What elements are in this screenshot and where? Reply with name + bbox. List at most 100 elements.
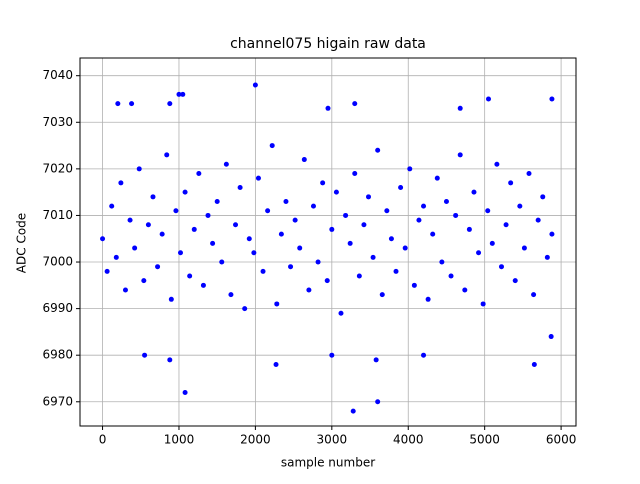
- point: [508, 180, 514, 186]
- y-tick-label: 7000: [42, 255, 73, 269]
- y-tick-label: 7020: [42, 161, 73, 175]
- x-tick-label: 0: [99, 433, 107, 447]
- x-tick-label: 1000: [164, 433, 195, 447]
- point: [132, 245, 138, 251]
- x-tick-label: 6000: [546, 433, 577, 447]
- point: [122, 287, 128, 293]
- point: [260, 268, 266, 274]
- point: [375, 399, 381, 405]
- x-tick-label: 5000: [469, 433, 500, 447]
- point: [196, 171, 202, 177]
- point: [173, 208, 179, 214]
- point: [512, 278, 518, 284]
- point: [278, 231, 284, 237]
- point: [182, 189, 188, 195]
- point: [388, 236, 394, 242]
- point: [292, 217, 298, 223]
- point: [223, 161, 229, 167]
- point: [489, 240, 495, 246]
- chart-title: channel075 higain raw data: [230, 36, 426, 52]
- point: [115, 101, 121, 107]
- point: [498, 264, 504, 270]
- point: [425, 296, 431, 302]
- point: [356, 273, 362, 279]
- y-tick-label: 7040: [42, 68, 73, 82]
- point: [544, 254, 550, 260]
- point: [242, 306, 248, 312]
- point: [370, 254, 376, 260]
- point: [251, 250, 257, 256]
- point: [375, 147, 381, 153]
- point: [352, 101, 358, 107]
- point: [182, 389, 188, 395]
- point: [384, 208, 390, 214]
- y-tick-label: 7010: [42, 208, 73, 222]
- point: [187, 273, 193, 279]
- point: [485, 208, 491, 214]
- point: [274, 301, 280, 307]
- point: [155, 264, 161, 270]
- point: [200, 282, 206, 288]
- point: [503, 222, 509, 228]
- point: [457, 105, 463, 111]
- point: [549, 96, 555, 102]
- point: [109, 203, 115, 209]
- point: [252, 82, 258, 88]
- point: [297, 245, 303, 251]
- point: [471, 189, 477, 195]
- point: [549, 231, 555, 237]
- point: [373, 357, 379, 363]
- point: [177, 250, 183, 256]
- y-tick-label: 7030: [42, 115, 73, 129]
- point: [430, 231, 436, 237]
- point: [329, 226, 335, 232]
- point: [176, 91, 182, 97]
- point: [233, 222, 239, 228]
- point: [191, 226, 197, 232]
- x-tick-label: 2000: [240, 433, 271, 447]
- point: [347, 240, 353, 246]
- point: [129, 101, 135, 107]
- point: [343, 212, 349, 218]
- point: [113, 254, 119, 260]
- point: [462, 287, 468, 293]
- point: [301, 157, 307, 163]
- point: [517, 203, 523, 209]
- point: [366, 194, 372, 200]
- point: [283, 198, 289, 204]
- point: [333, 189, 339, 195]
- y-axis-label: ADC Code: [15, 213, 29, 273]
- x-tick-label: 4000: [393, 433, 424, 447]
- point: [320, 180, 326, 186]
- point: [526, 171, 532, 177]
- point: [159, 231, 165, 237]
- point: [398, 184, 404, 190]
- point: [439, 259, 445, 265]
- point: [480, 301, 486, 307]
- point: [324, 278, 330, 284]
- point: [325, 105, 331, 111]
- point: [255, 175, 261, 181]
- point: [164, 152, 170, 158]
- point: [214, 198, 220, 204]
- y-tick-label: 6990: [42, 301, 73, 315]
- point: [265, 208, 271, 214]
- point: [269, 143, 275, 149]
- point: [118, 180, 124, 186]
- point: [453, 212, 459, 218]
- point: [219, 259, 225, 265]
- point: [421, 203, 427, 209]
- point: [100, 236, 106, 242]
- x-axis-label: sample number: [281, 456, 375, 470]
- point: [402, 245, 408, 251]
- point: [531, 362, 537, 368]
- point: [168, 296, 174, 302]
- point: [466, 226, 472, 232]
- point: [540, 194, 546, 200]
- point: [434, 175, 440, 181]
- point: [136, 166, 142, 172]
- x-tick-label: 3000: [317, 433, 348, 447]
- point: [443, 198, 449, 204]
